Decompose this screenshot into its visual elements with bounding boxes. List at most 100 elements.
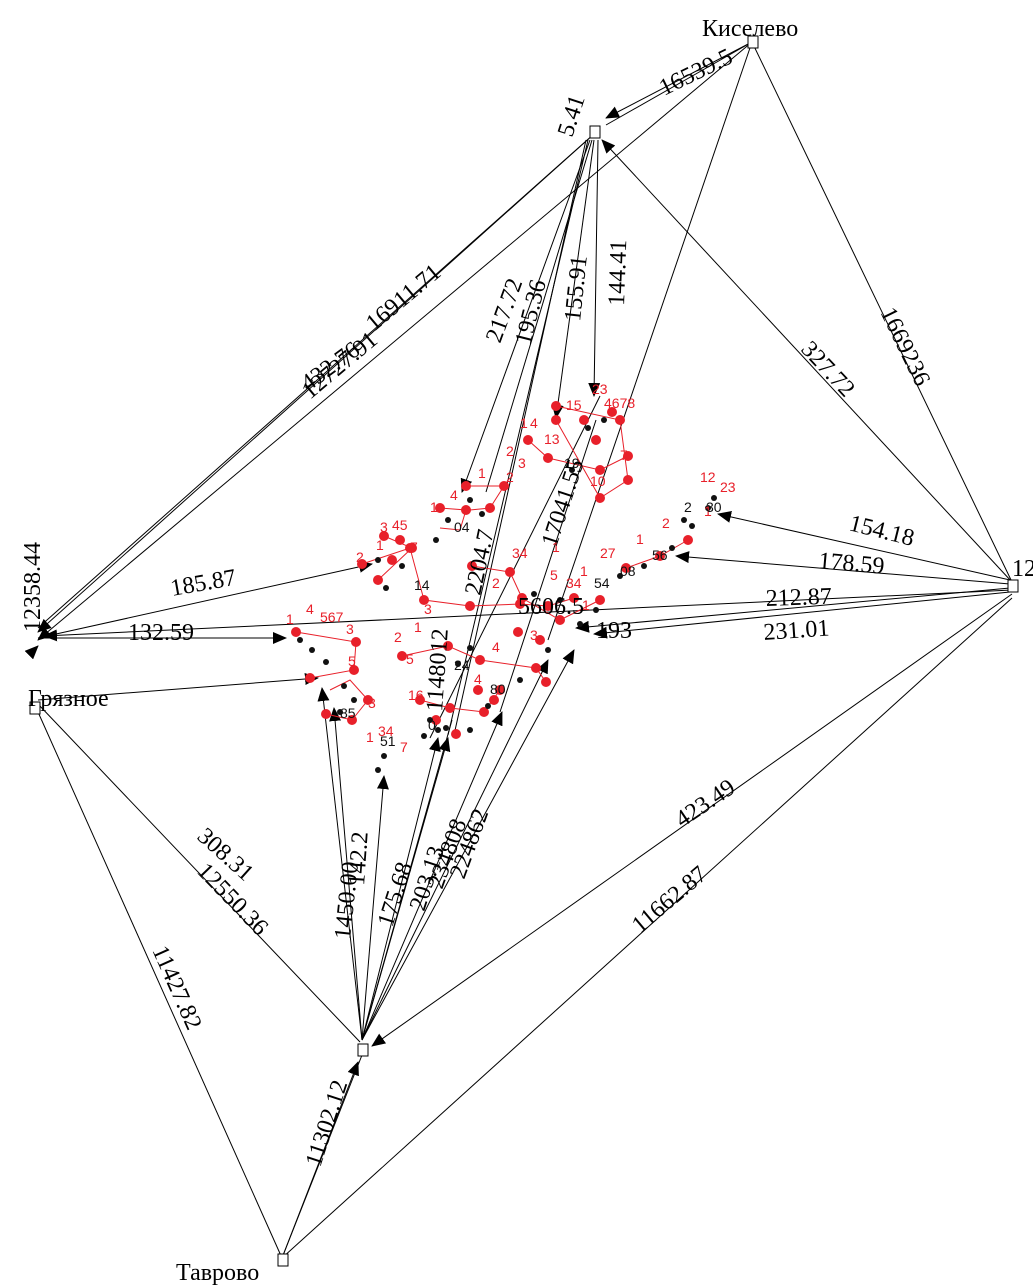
svg-text:85: 85 xyxy=(340,705,356,721)
svg-text:2: 2 xyxy=(492,575,500,591)
label-tavrovo: Таврово xyxy=(176,1260,259,1286)
red-dot xyxy=(595,493,605,503)
red-dot xyxy=(363,695,373,705)
red-dot xyxy=(555,615,565,625)
black-dot xyxy=(309,647,315,653)
svg-text:12: 12 xyxy=(700,469,716,485)
red-dot xyxy=(551,401,561,411)
edge-node5-c4 xyxy=(588,139,601,397)
red-dot xyxy=(357,559,367,569)
red-dot xyxy=(467,561,477,571)
label-kiselevo: Киселево xyxy=(702,16,798,42)
label-11662: 11662.87 xyxy=(627,861,712,938)
red-dot xyxy=(291,627,301,637)
black-dot xyxy=(435,727,441,733)
red-dot xyxy=(505,567,515,577)
edge-tn-c2 xyxy=(329,707,363,1041)
node-tnode-box xyxy=(357,1043,369,1057)
label-17041: 17041.55 xyxy=(537,456,590,550)
edge-tn-c9 xyxy=(361,719,453,1041)
label-16911: 16911.71 xyxy=(361,259,446,336)
svg-text:1: 1 xyxy=(430,499,438,515)
black-dot xyxy=(337,709,343,715)
svg-text:3: 3 xyxy=(380,519,388,535)
edge-tn-c6 xyxy=(361,711,503,1041)
svg-text:15: 15 xyxy=(566,397,582,413)
red-dot xyxy=(465,601,475,611)
svg-text:4678: 4678 xyxy=(604,395,635,411)
red-dot xyxy=(541,677,551,687)
black-dot xyxy=(341,683,347,689)
edge-gryaz-c3 xyxy=(37,673,319,701)
edge-tn-c5 xyxy=(361,737,441,1041)
black-dot xyxy=(711,495,717,501)
black-dot xyxy=(421,733,427,739)
svg-text:7: 7 xyxy=(400,739,408,755)
red-dot xyxy=(461,505,471,515)
red-dot xyxy=(531,663,541,673)
svg-text:4: 4 xyxy=(492,639,500,655)
black-dot xyxy=(297,637,303,643)
black-dot xyxy=(433,537,439,543)
edge-node5-c6 xyxy=(453,139,587,736)
red-dot xyxy=(551,415,561,425)
red-dot xyxy=(595,595,605,605)
svg-text:567: 567 xyxy=(320,609,344,625)
svg-text:34: 34 xyxy=(566,575,582,591)
edge-cross2 xyxy=(499,419,597,713)
svg-text:23: 23 xyxy=(720,479,736,495)
svg-text:0: 0 xyxy=(428,717,436,733)
svg-text:27: 27 xyxy=(600,545,616,561)
node-5-box xyxy=(589,125,601,139)
label-16692: 1669236 xyxy=(875,303,935,390)
black-dot xyxy=(381,753,387,759)
black-dot xyxy=(467,727,473,733)
label-11302: 11302.12 xyxy=(301,1077,353,1170)
svg-text:3: 3 xyxy=(424,601,432,617)
c-14: 14 xyxy=(414,577,430,593)
label-178: 178.59 xyxy=(817,548,885,580)
red-dot xyxy=(415,695,425,705)
red-dot xyxy=(517,593,527,603)
svg-text:5: 5 xyxy=(550,567,558,583)
black-dot xyxy=(383,585,389,591)
svg-text:04: 04 xyxy=(454,519,470,535)
red-dot xyxy=(683,535,693,545)
svg-text:4: 4 xyxy=(450,487,458,503)
red-dot xyxy=(607,407,617,417)
black-dot xyxy=(577,621,583,627)
red-dot xyxy=(419,595,429,605)
black-dot xyxy=(443,725,449,731)
red-dot xyxy=(495,685,505,695)
svg-text:4: 4 xyxy=(530,415,538,431)
edge-gryaz-tav xyxy=(37,711,283,1259)
label-gryaznoe: Грязное xyxy=(28,686,109,712)
red-dot xyxy=(373,575,383,585)
place-labels: Киселево Грязное Таврово xyxy=(28,16,798,1286)
svg-text:1: 1 xyxy=(478,465,486,481)
label-193: 193 xyxy=(596,618,632,644)
black-dot xyxy=(557,597,563,603)
edge-right-cm1 xyxy=(575,587,1011,633)
red-dot xyxy=(499,481,509,491)
svg-text:3: 3 xyxy=(368,695,376,711)
red-dot xyxy=(443,641,453,651)
svg-text:54: 54 xyxy=(594,575,610,591)
red-dot xyxy=(435,503,445,513)
svg-text:1: 1 xyxy=(704,503,712,519)
edge-node5-gryaz2 xyxy=(37,133,595,629)
red-dot xyxy=(485,503,495,513)
svg-text:2: 2 xyxy=(506,469,514,485)
black-dot xyxy=(681,517,687,523)
svg-text:34: 34 xyxy=(512,545,528,561)
c-19: 19 xyxy=(564,455,580,471)
label-144: 144.41 xyxy=(604,239,632,306)
svg-text:08: 08 xyxy=(620,563,636,579)
black-dot xyxy=(517,677,523,683)
svg-text:5: 5 xyxy=(406,651,414,667)
edge-tn-c7 xyxy=(361,659,549,1041)
label-5-41: 5.41 xyxy=(553,92,591,140)
red-dot xyxy=(479,707,489,717)
node-gryaznoe-box xyxy=(29,701,41,715)
